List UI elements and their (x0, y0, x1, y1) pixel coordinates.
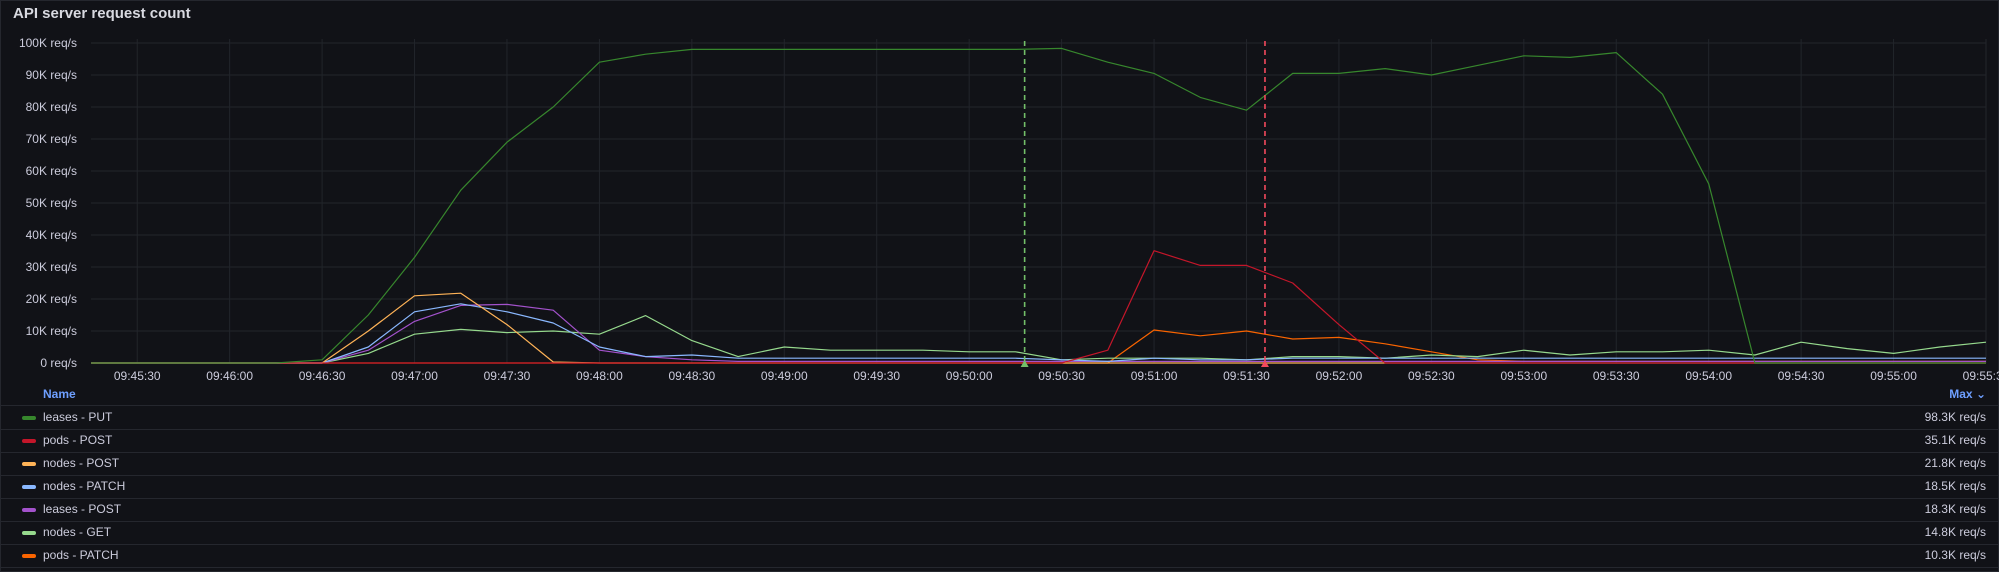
x-tick-label: 09:50:00 (946, 369, 993, 383)
x-tick-label: 09:45:30 (114, 369, 161, 383)
legend-row[interactable]: leases - PUT 98.3K req/s (1, 406, 1999, 430)
legend-series-max: 18.3K req/s (1924, 502, 1986, 516)
series-line (91, 250, 1986, 364)
annotations (1020, 41, 1269, 367)
legend-series-max: 98.3K req/s (1924, 410, 1986, 424)
x-tick-label: 09:50:30 (1038, 369, 1085, 383)
legend-series-max: 14.8K req/s (1924, 525, 1986, 539)
legend-series-name: leases - PUT (43, 410, 113, 424)
x-tick-label: 09:47:00 (391, 369, 438, 383)
x-tick-label: 09:51:30 (1223, 369, 1270, 383)
legend-series-name: nodes - PATCH (43, 479, 126, 493)
legend-row[interactable]: nodes - POST 21.8K req/s (1, 452, 1999, 476)
y-tick-label: 70K req/s (26, 132, 77, 146)
annotation-marker (1260, 360, 1269, 367)
series-line (91, 315, 1987, 364)
y-tick-label: 60K req/s (26, 164, 77, 178)
series-line (91, 303, 1986, 364)
x-tick-label: 09:53:00 (1500, 369, 1547, 383)
x-tick-label: 09:53:30 (1593, 369, 1640, 383)
legend-row[interactable]: nodes - PATCH 18.5K req/s (1, 475, 1999, 499)
x-tick-label: 09:46:30 (299, 369, 346, 383)
x-tick-label: 09:54:30 (1778, 369, 1825, 383)
legend-row[interactable]: nodes - GET 14.8K req/s (1, 521, 1999, 545)
legend-series-max: 21.8K req/s (1924, 456, 1986, 470)
x-tick-label: 09:52:00 (1316, 369, 1363, 383)
y-tick-label: 40K req/s (26, 228, 77, 242)
legend-series-name: nodes - POST (43, 456, 120, 470)
y-tick-label: 80K req/s (26, 100, 77, 114)
x-tick-label: 09:54:00 (1685, 369, 1732, 383)
legend-series-name: pods - POST (43, 433, 113, 447)
x-tick-label: 09:47:30 (484, 369, 531, 383)
x-tick-label: 09:48:00 (576, 369, 623, 383)
annotation-marker (1020, 360, 1029, 367)
legend-series-max: 18.5K req/s (1924, 479, 1986, 493)
legend-name-header[interactable]: Name (43, 387, 76, 401)
legend-max-header[interactable]: Max ⌄ (1949, 387, 1986, 401)
legend-swatch (22, 439, 36, 443)
panel-title[interactable]: API server request count (13, 5, 191, 22)
x-tick-label: 09:55:00 (1870, 369, 1917, 383)
x-tick-label: 09:49:00 (761, 369, 808, 383)
y-tick-label: 90K req/s (26, 68, 77, 82)
legend-swatch (22, 554, 36, 558)
legend-series-name: pods - PATCH (43, 548, 119, 562)
x-tick-label: 09:46:00 (206, 369, 253, 383)
legend-series-name: nodes - GET (43, 525, 112, 539)
x-tick-label: 09:51:00 (1131, 369, 1178, 383)
grid (91, 39, 1987, 364)
series-lines (91, 47, 1987, 364)
legend-swatch (22, 416, 36, 420)
y-tick-label: 10K req/s (26, 324, 77, 338)
series-line (91, 47, 1986, 364)
x-tick-label: 09:55:30 (1963, 369, 1999, 383)
legend-header: Name Max ⌄ (1, 383, 1999, 406)
line-chart[interactable]: 0 req/s 10K req/s 20K req/s 30K req/s 40K re… (1, 1, 1999, 383)
x-tick-label: 09:52:30 (1408, 369, 1455, 383)
x-tick-label: 09:49:30 (853, 369, 900, 383)
legend-series-name: leases - POST (43, 502, 122, 516)
y-tick-label: 100K req/s (19, 36, 77, 50)
legend-row[interactable]: pods - PATCH 10.3K req/s (1, 544, 1999, 568)
series-line (91, 303, 1986, 364)
legend-swatch (22, 531, 36, 535)
x-tick-label: 09:48:30 (668, 369, 715, 383)
legend-row[interactable]: pods - POST 35.1K req/s (1, 429, 1999, 453)
y-tick-label: 50K req/s (26, 196, 77, 210)
legend-swatch (22, 508, 36, 512)
x-axis: 09:45:30 09:46:00 09:46:30 09:47:00 09:47:30… (114, 369, 1999, 383)
legend-row[interactable]: leases - POST 18.3K req/s (1, 498, 1999, 522)
y-tick-label: 20K req/s (26, 292, 77, 306)
legend-series-max: 35.1K req/s (1924, 433, 1986, 447)
y-tick-label: 0 req/s (40, 356, 77, 370)
legend-swatch (22, 462, 36, 466)
legend-series-max: 10.3K req/s (1924, 548, 1986, 562)
y-tick-label: 30K req/s (26, 260, 77, 274)
series-line (91, 292, 1986, 364)
y-axis: 0 req/s 10K req/s 20K req/s 30K req/s 40K re… (19, 36, 77, 370)
legend-swatch (22, 485, 36, 489)
